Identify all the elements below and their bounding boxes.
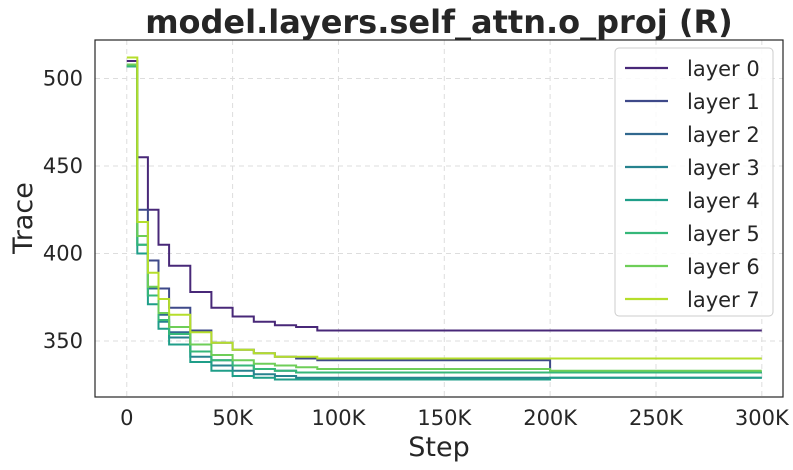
- legend-label: layer 5: [687, 222, 760, 246]
- grid: [95, 40, 783, 397]
- y-tick-label: 450: [43, 154, 83, 178]
- series-line-layer-0: [126, 60, 762, 332]
- plot-area-frame: [94, 39, 784, 398]
- series-line-layer-5: [126, 65, 762, 374]
- legend-label: layer 0: [687, 57, 760, 81]
- legend-label: layer 6: [687, 255, 760, 279]
- x-tick-label: 250K: [629, 406, 684, 430]
- x-axis-label: Step: [408, 432, 469, 463]
- legend-label: layer 7: [687, 288, 760, 312]
- y-tick-label: 500: [43, 67, 83, 91]
- x-tick-label: 300K: [735, 406, 790, 430]
- legend-label: layer 4: [687, 189, 760, 213]
- axis-ticks: 0 50K 100K 150K 200K 250K 300K 350 400 450 500: [43, 67, 790, 431]
- x-tick-label: 150K: [417, 406, 472, 430]
- series-line-layer-4: [126, 65, 762, 381]
- legend-box: [614, 47, 774, 317]
- series-line-layer-6: [126, 63, 762, 372]
- series-line-layer-7: [126, 56, 762, 360]
- legend-label: layer 1: [687, 90, 760, 114]
- series-lines: [126, 56, 762, 381]
- x-tick-label: 50K: [212, 406, 254, 430]
- legend: layer 0 layer 1 layer 2 layer 3 layer 4 layer…: [614, 47, 774, 317]
- x-tick-label: 0: [120, 406, 133, 430]
- y-tick-label: 350: [43, 329, 83, 353]
- y-tick-label: 400: [43, 242, 83, 266]
- chart-title: model.layers.self_attn.o_proj (R): [145, 3, 733, 41]
- legend-label: layer 3: [687, 156, 760, 180]
- legend-label: layer 2: [687, 123, 760, 147]
- y-axis-label: Trace: [8, 182, 39, 255]
- x-tick-label: 100K: [312, 406, 367, 430]
- x-tick-label: 200K: [523, 406, 578, 430]
